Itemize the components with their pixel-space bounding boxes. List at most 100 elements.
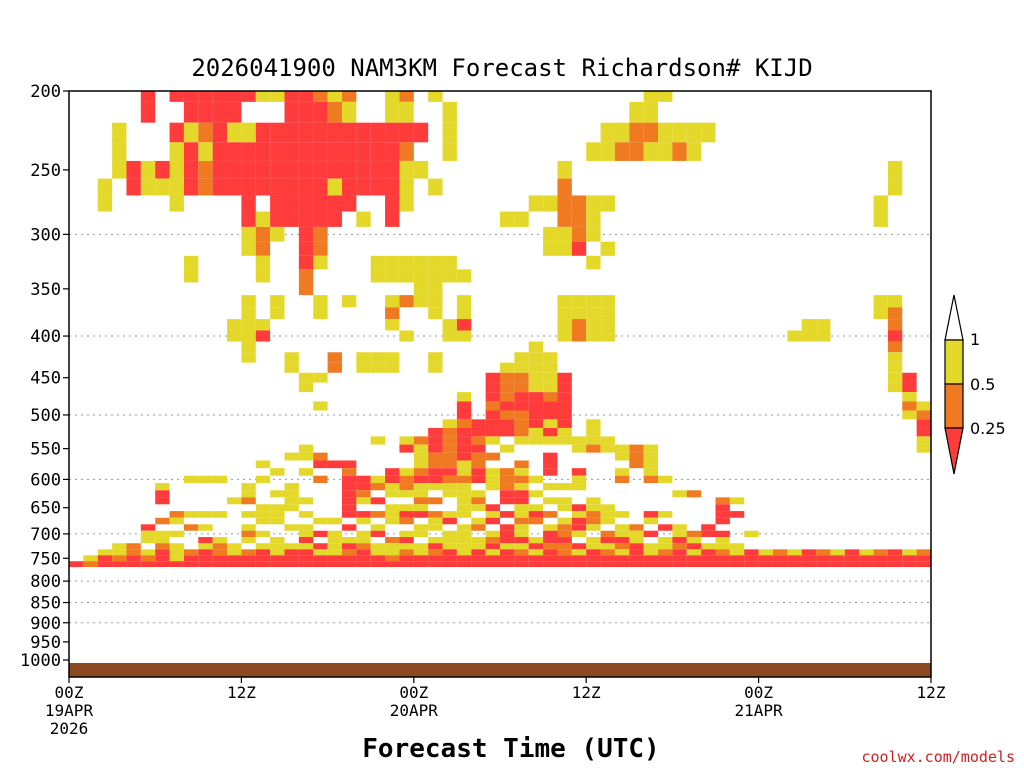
- heatmap-cell: [255, 555, 271, 562]
- legend-swatch-0.25-0.5: [944, 383, 964, 429]
- heatmap-cell: [715, 555, 730, 562]
- heatmap-cell: [916, 549, 931, 556]
- heatmap-cell: [916, 427, 931, 437]
- heatmap-cell: [629, 543, 644, 550]
- heatmap-cell: [313, 372, 328, 383]
- heatmap-cell: [500, 419, 515, 428]
- heatmap-cell: [485, 372, 500, 383]
- heatmap-cell: [801, 549, 817, 556]
- heatmap-cell: [126, 178, 141, 196]
- heatmap-cell: [514, 372, 529, 383]
- heatmap-cell: [112, 142, 127, 161]
- heatmap-cell: [241, 226, 256, 242]
- heatmap-cell: [428, 427, 443, 437]
- heatmap-cell: [313, 122, 328, 143]
- heatmap-cell: [485, 504, 500, 512]
- heatmap-cell: [370, 483, 386, 491]
- heatmap-cell: [198, 561, 213, 568]
- heatmap-cell: [514, 362, 529, 373]
- heatmap-cell: [313, 226, 328, 242]
- heatmap-cell: [528, 341, 544, 353]
- heatmap-cell: [341, 490, 357, 498]
- heatmap-cell: [356, 352, 371, 363]
- heatmap-cell: [327, 195, 342, 212]
- heatmap-cell: [600, 122, 615, 143]
- heatmap-cell: [902, 382, 917, 393]
- heatmap-cell: [543, 226, 558, 242]
- heatmap-cell: [399, 549, 414, 556]
- heatmap-cell: [528, 543, 544, 550]
- heatmap-cell: [643, 555, 659, 562]
- heatmap-cell: [112, 555, 127, 562]
- heatmap-cell: [413, 282, 429, 296]
- heatmap-cell: [428, 269, 443, 283]
- heatmap-cell: [456, 555, 472, 562]
- heatmap-cell: [500, 401, 515, 411]
- heatmap-cell: [571, 241, 587, 256]
- heatmap-cell: [255, 178, 271, 196]
- heatmap-cell: [571, 549, 587, 556]
- heatmap-cell: [169, 555, 184, 562]
- heatmap-cell: [887, 352, 903, 363]
- heatmap-cell: [658, 142, 673, 161]
- heatmap-cell: [155, 543, 170, 550]
- heatmap-cell: [715, 530, 730, 538]
- heatmap-cell: [456, 460, 472, 469]
- heatmap-cell: [385, 504, 400, 512]
- heatmap-cell: [356, 483, 371, 491]
- heatmap-cell: [500, 362, 515, 373]
- heatmap-cell: [428, 295, 443, 308]
- heatmap-cell: [126, 549, 141, 556]
- heatmap-cell: [370, 543, 386, 550]
- heatmap-cell: [428, 561, 443, 568]
- heatmap-cell: [528, 382, 544, 393]
- heatmap-cell: [298, 497, 314, 505]
- heatmap-cell: [97, 555, 113, 562]
- heatmap-cell: [485, 410, 500, 420]
- heatmap-cell: [313, 101, 328, 123]
- heatmap-cell: [600, 330, 615, 342]
- heatmap-cell: [600, 436, 615, 445]
- heatmap-cell: [370, 178, 386, 196]
- heatmap-cell: [701, 555, 716, 562]
- heatmap-cell: [701, 122, 716, 143]
- heatmap-cell: [614, 555, 630, 562]
- heatmap-cell: [514, 460, 529, 469]
- heatmap-cell: [629, 460, 644, 469]
- heatmap-cell: [385, 160, 400, 179]
- heatmap-cell: [169, 142, 184, 161]
- heatmap-cell: [543, 483, 558, 491]
- heatmap-cell: [385, 483, 400, 491]
- heatmap-cell: [183, 511, 199, 518]
- heatmap-cell: [744, 555, 759, 562]
- heatmap-cell: [672, 555, 687, 562]
- heatmap-cell: [140, 537, 156, 544]
- heatmap-cell: [801, 319, 817, 331]
- heatmap-cell: [428, 178, 443, 196]
- heatmap-cell: [255, 330, 271, 342]
- heatmap-cell: [557, 419, 572, 428]
- heatmap-cell: [686, 530, 702, 538]
- heatmap-cell: [471, 543, 486, 550]
- heatmap-cell: [528, 555, 544, 562]
- heatmap-cell: [370, 524, 386, 531]
- heatmap-cell: [241, 91, 256, 102]
- heatmap-cell: [298, 101, 314, 123]
- heatmap-cell: [543, 460, 558, 469]
- heatmap-cell: [557, 372, 572, 383]
- heatmap-cell: [155, 497, 170, 505]
- heatmap-cell: [514, 537, 529, 544]
- heatmap-cell: [399, 530, 414, 538]
- ytick-label: 300: [30, 225, 61, 245]
- heatmap-cell: [614, 549, 630, 556]
- heatmap-cell: [155, 555, 170, 562]
- heatmap-cell: [227, 91, 242, 102]
- heatmap-cell: [413, 524, 429, 531]
- heatmap-cell: [514, 427, 529, 437]
- heatmap-cell: [341, 504, 357, 512]
- heatmap-cell: [183, 475, 199, 484]
- heatmap-cell: [327, 362, 342, 373]
- heatmap-cell: [327, 555, 342, 562]
- heatmap-cell: [571, 555, 587, 562]
- heatmap-cell: [715, 561, 730, 568]
